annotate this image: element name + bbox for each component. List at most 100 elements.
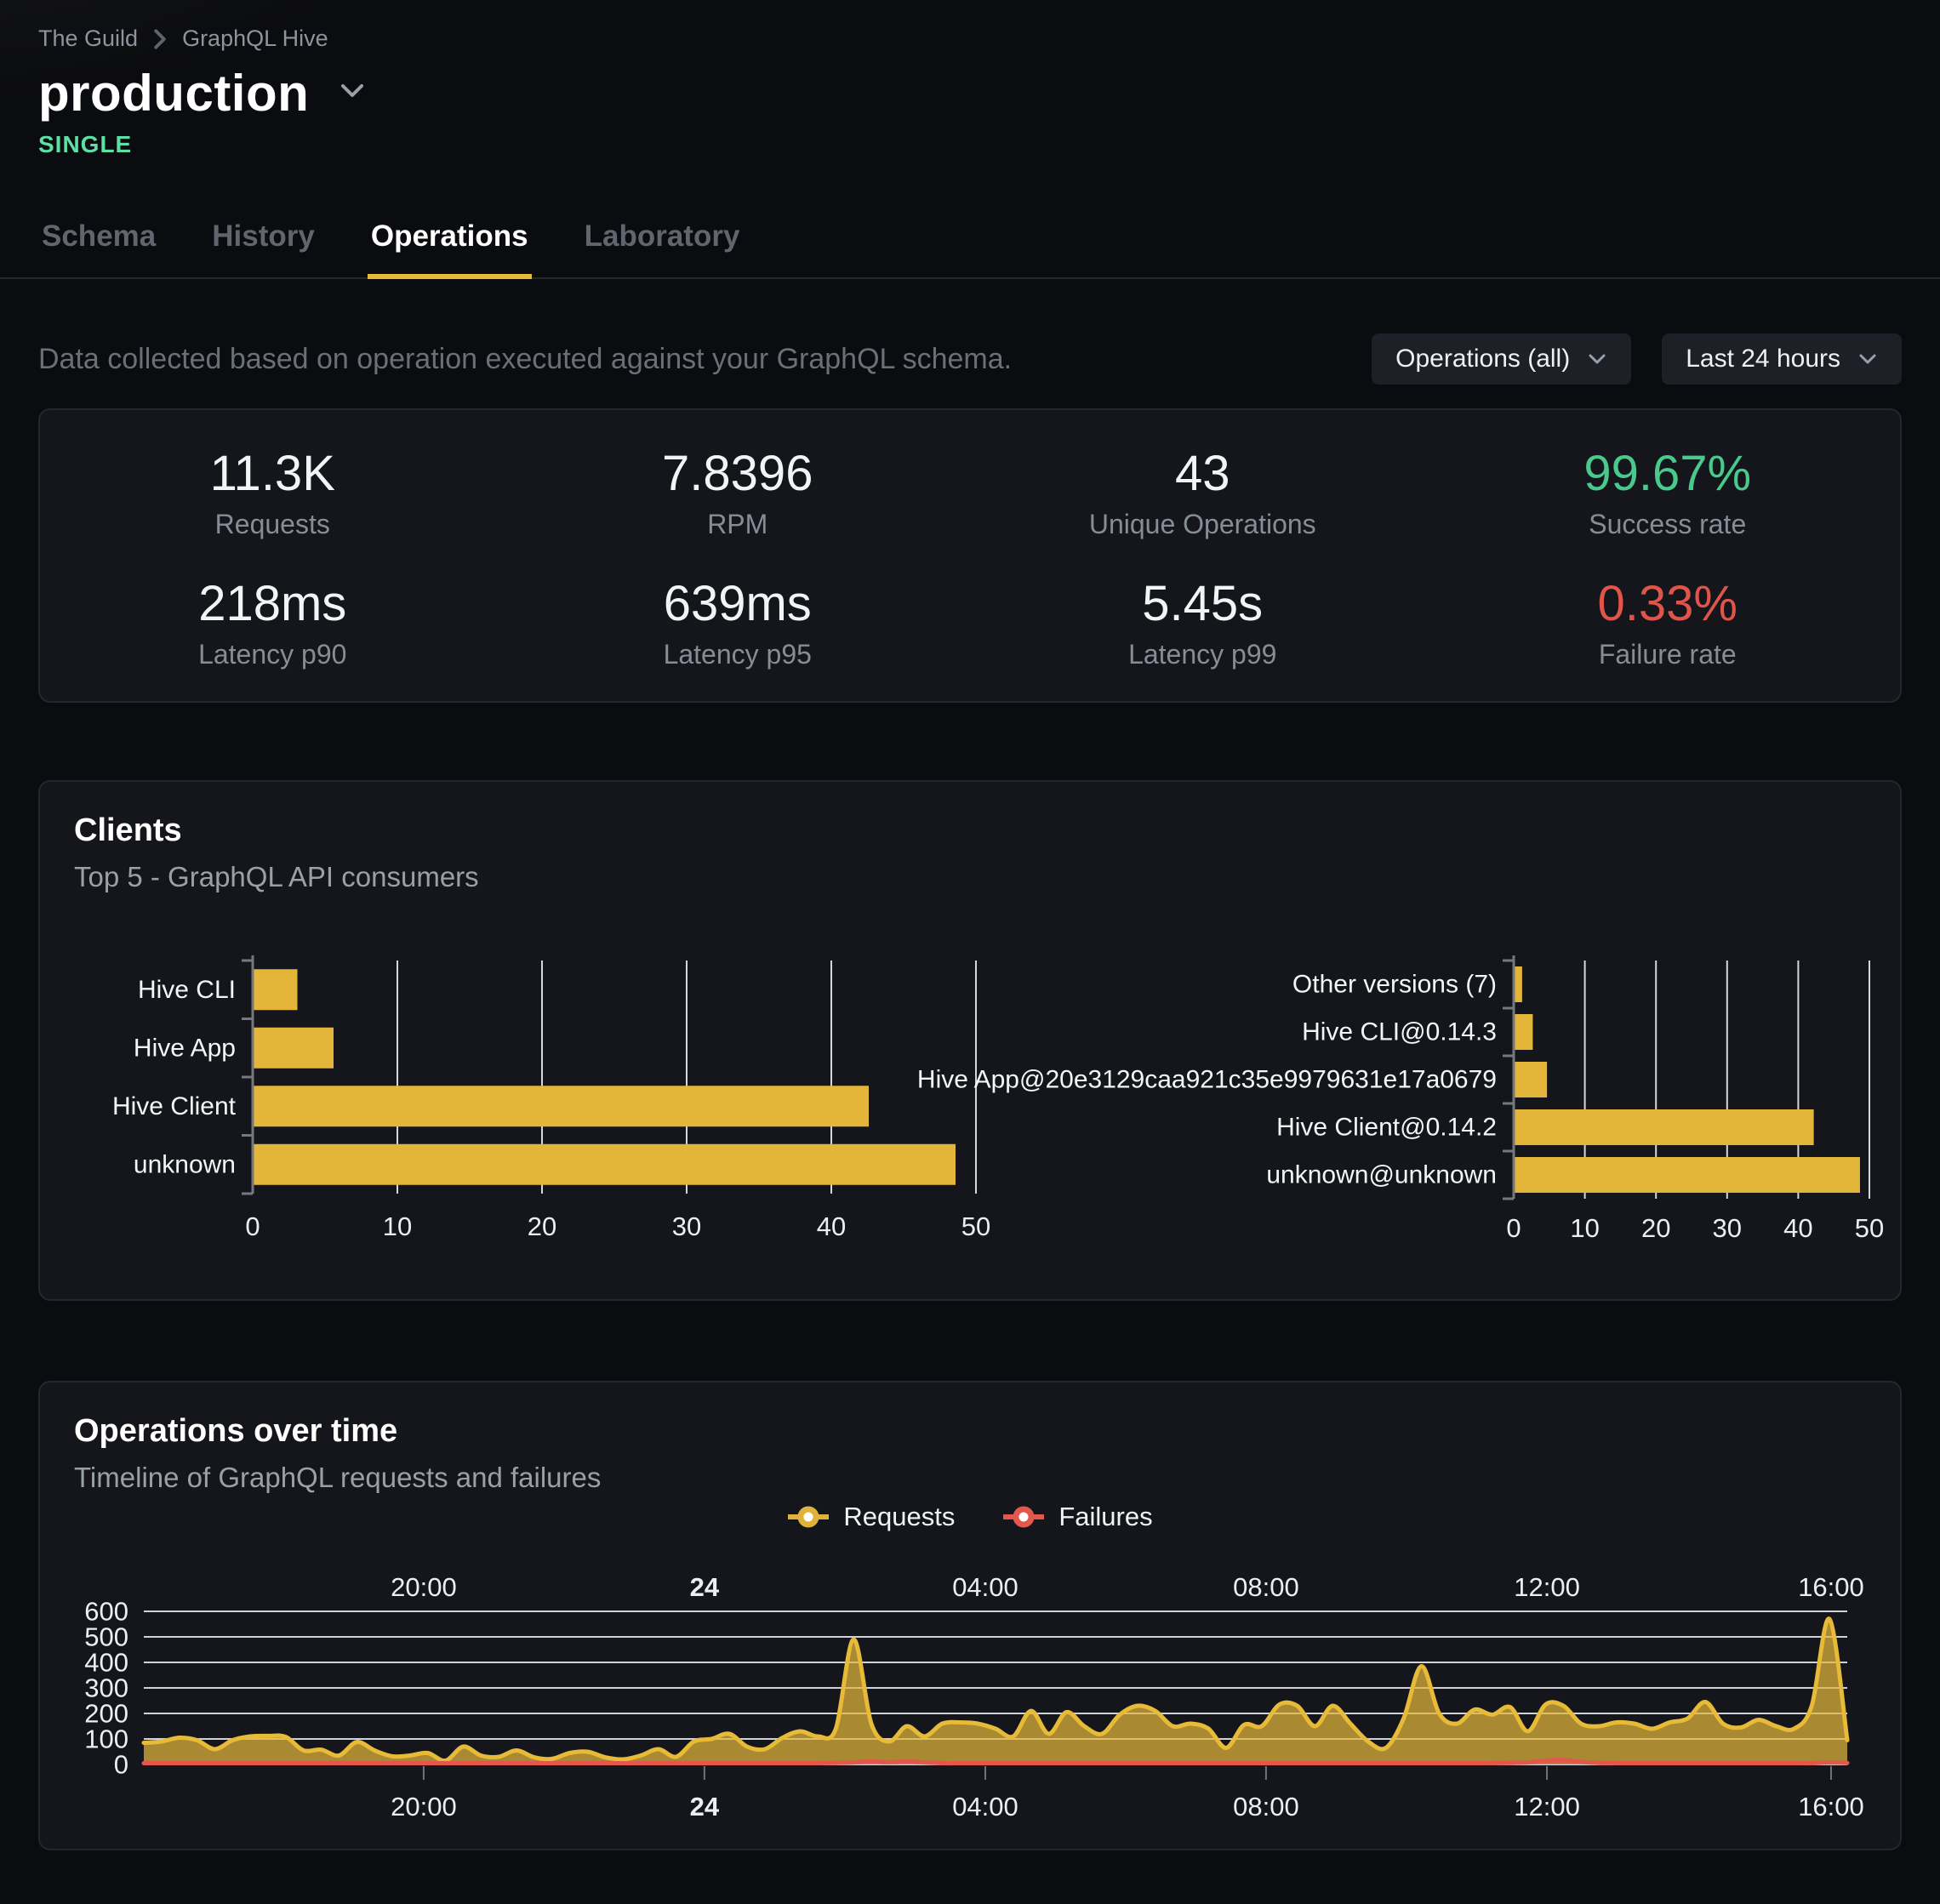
stat-value: 99.67% [1583, 446, 1752, 501]
stat-failure-rate: 0.33% Failure rate [1435, 578, 1901, 670]
stat-label: Latency p90 [198, 639, 347, 670]
client-versions-bar-chart: 0 10 20 30 40 50 Other versions (7) Hive CLI@0.… [917, 955, 1884, 1243]
target-type-badge: SINGLE [38, 131, 133, 157]
axis-label: Other versions (7) [1292, 971, 1497, 999]
page-title: production [38, 65, 310, 122]
clients-card-title: Clients [74, 812, 182, 848]
stat-latency-p99: 5.45s Latency p99 [970, 578, 1435, 670]
clients-card: Clients Top 5 - GraphQL API consumers 0 1… [38, 780, 1902, 1301]
bar [1515, 966, 1522, 1002]
failures-line [141, 1758, 1850, 1766]
axis-label: Hive CLI@0.14.3 [1302, 1018, 1497, 1046]
axis-label: Hive Client@0.14.2 [1276, 1114, 1497, 1142]
axis-label: Hive Client [112, 1092, 237, 1120]
stat-rpm: 7.8396 RPM [505, 447, 971, 540]
operations-filter-value: Operations (all) [1395, 345, 1571, 373]
axis-label: 12:00 [1514, 1574, 1580, 1602]
period-filter-dropdown[interactable]: Last 24 hours [1662, 333, 1902, 385]
legend-label: Failures [1058, 1502, 1153, 1531]
stat-label: Unique Operations [1088, 509, 1316, 539]
legend-item-failures[interactable]: Failures [1002, 1502, 1153, 1532]
axis-label: 24 [690, 1792, 720, 1821]
axis-label: 0 [114, 1750, 128, 1780]
axis-label: unknown@unknown [1266, 1161, 1497, 1189]
stat-value: 11.3K [209, 446, 335, 501]
stat-label: Failure rate [1598, 639, 1737, 670]
axis-label: 100 [84, 1724, 128, 1754]
stat-value: 43 [1174, 446, 1230, 501]
stats-summary-card: 11.3K Requests 7.8396 RPM 43 Unique Oper… [38, 408, 1902, 703]
axis-label: 20 [528, 1211, 556, 1241]
stat-label: Requests [214, 509, 330, 539]
axis-label: 08:00 [1233, 1792, 1299, 1821]
axis-label: 0 [245, 1211, 260, 1241]
bar [254, 1027, 334, 1069]
toolbar: Data collected based on operation execut… [38, 333, 1902, 385]
stat-label: Success rate [1589, 509, 1747, 539]
requests-area [144, 1618, 1847, 1764]
bar [254, 1086, 869, 1127]
axis-label: 04:00 [952, 1574, 1018, 1602]
operations-over-time-card: Operations over time Timeline of GraphQL… [38, 1381, 1902, 1850]
stat-latency-p95: 639ms Latency p95 [505, 578, 971, 670]
bar [1515, 1109, 1814, 1145]
stat-label: RPM [707, 509, 768, 539]
tab-laboratory[interactable]: Laboratory [584, 219, 740, 253]
stat-value: 218ms [198, 576, 347, 631]
stat-value: 7.8396 [662, 446, 813, 501]
axis-label: 20 [1641, 1213, 1670, 1243]
axis-label: 24 [690, 1574, 720, 1602]
axis-label: 50 [1855, 1213, 1884, 1243]
bar [1515, 1062, 1548, 1097]
axis-label: 40 [1783, 1213, 1812, 1243]
stat-latency-p90: 218ms Latency p90 [40, 578, 505, 670]
tab-operations[interactable]: Operations [367, 219, 532, 279]
breadcrumb-org-link[interactable]: The Guild [38, 26, 139, 51]
stat-value: 0.33% [1597, 576, 1737, 631]
stat-label: Latency p99 [1128, 639, 1277, 670]
axis-label: Hive App@20e3129caa921c35e9979631e17a067… [917, 1066, 1497, 1094]
breadcrumb-project-link[interactable]: GraphQL Hive [182, 26, 328, 51]
axis-label: unknown [134, 1150, 236, 1178]
axis-label: 10 [383, 1211, 412, 1241]
axis-label: 20:00 [391, 1792, 457, 1821]
tab-bar: Schema History Operations Laboratory [0, 219, 1940, 279]
axis-label: 30 [1713, 1213, 1742, 1243]
clients-bar-chart: 0 10 20 30 40 50 Hive CLI Hive App Hive Client un… [112, 955, 990, 1241]
axis-label: 12:00 [1514, 1792, 1580, 1821]
chevron-down-icon [1587, 345, 1607, 373]
axis-label: 16:00 [1798, 1792, 1864, 1821]
legend-item-requests[interactable]: Requests [787, 1502, 955, 1532]
timeline-card-subtitle: Timeline of GraphQL requests and failure… [74, 1462, 602, 1493]
axis-label: 600 [84, 1597, 128, 1627]
stat-value: 5.45s [1142, 576, 1264, 631]
bar [254, 1143, 956, 1185]
page-description: Data collected based on operation execut… [38, 342, 1013, 375]
legend-marker-failures-icon [1003, 1506, 1045, 1528]
chevron-down-icon [1857, 345, 1878, 373]
axis-label: 08:00 [1233, 1574, 1299, 1602]
operations-filter-dropdown[interactable]: Operations (all) [1372, 333, 1632, 385]
axis-label: 400 [84, 1648, 128, 1678]
clients-card-subtitle: Top 5 - GraphQL API consumers [74, 861, 479, 892]
axis-label: Hive CLI [138, 976, 236, 1004]
target-selector-chevron-down-icon[interactable] [338, 82, 367, 105]
bar [254, 969, 298, 1011]
stat-unique-operations: 43 Unique Operations [970, 447, 1435, 540]
timeline-card-title: Operations over time [74, 1413, 398, 1449]
stat-value: 639ms [663, 576, 812, 631]
tab-history[interactable]: History [212, 219, 315, 253]
legend-label: Requests [843, 1502, 956, 1531]
axis-label: 500 [84, 1622, 128, 1652]
tab-schema[interactable]: Schema [42, 219, 157, 253]
axis-label: 04:00 [952, 1792, 1018, 1821]
chart-legend: Requests Failures [40, 1502, 1900, 1532]
bar [1515, 1157, 1860, 1193]
period-filter-value: Last 24 hours [1686, 345, 1840, 373]
axis-label: 50 [961, 1211, 990, 1241]
stat-requests: 11.3K Requests [40, 447, 505, 540]
breadcrumb: The Guild GraphQL Hive [38, 26, 1902, 52]
axis-label: 20:00 [391, 1574, 457, 1602]
page-header: The Guild GraphQL Hive production SINGLE [0, 0, 1940, 158]
